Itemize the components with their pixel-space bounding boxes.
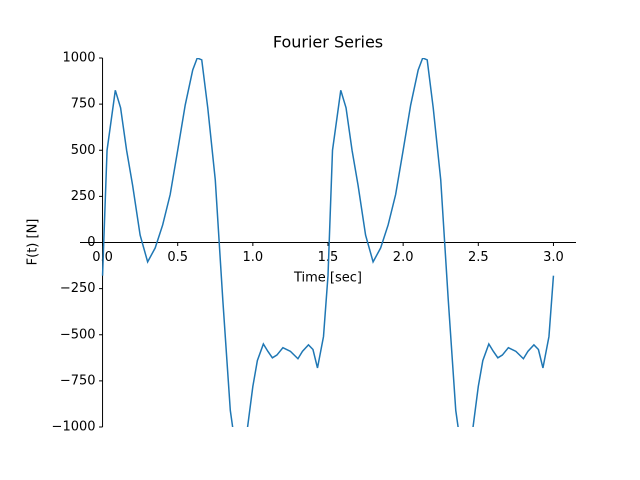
x-tick-label: 3.0 xyxy=(543,250,564,265)
x-tick-label: 0.5 xyxy=(167,250,188,265)
x-tick-label: 1.0 xyxy=(243,250,264,265)
y-tick-label: 0 xyxy=(87,235,95,250)
y-tick-label: 750 xyxy=(71,97,96,112)
chart-title: Fourier Series xyxy=(273,33,383,52)
y-tick-label: 1000 xyxy=(62,51,95,66)
line-series xyxy=(101,58,555,427)
x-tick-label: 2.0 xyxy=(393,250,414,265)
y-axis-label: F(t) [N] xyxy=(26,219,41,266)
y-tick-label: −1000 xyxy=(52,420,96,435)
y-tick-label: −750 xyxy=(60,373,96,388)
y-tick-label: 250 xyxy=(71,189,96,204)
y-tick-label: −250 xyxy=(60,281,96,296)
y-tick-label: 500 xyxy=(71,143,96,158)
x-tick-label: 2.5 xyxy=(468,250,489,265)
y-tick-label: −500 xyxy=(60,327,96,342)
